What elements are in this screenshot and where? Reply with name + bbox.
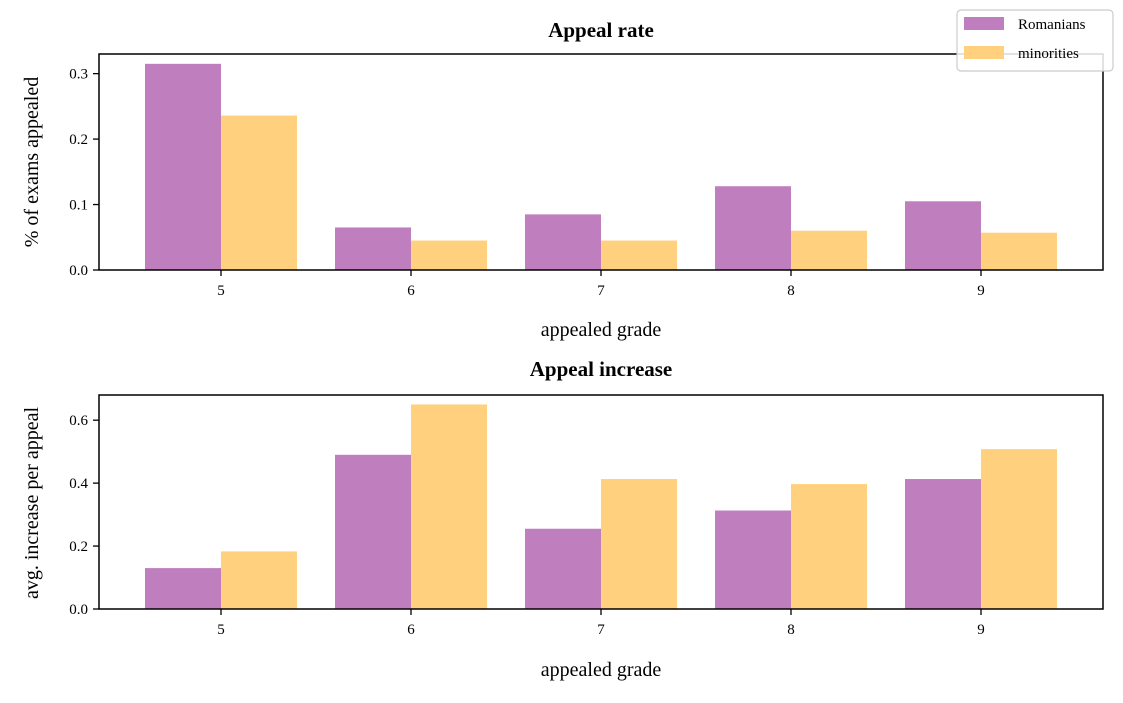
appeal-increase-plot: Appeal increase 0.0 0.2 0.4 0.6 5 6 7 8 9 appea… <box>21 357 1104 681</box>
bar-group <box>145 404 1057 609</box>
y-axis-label: avg. increase per appeal <box>21 407 43 600</box>
bar-minorities-6 <box>411 404 487 609</box>
y-ticks: 0.0 0.2 0.4 0.6 <box>69 413 99 618</box>
legend-swatch-romanians <box>964 17 1004 30</box>
y-tick-label: 0.2 <box>69 132 88 148</box>
x-ticks: 5 6 7 8 9 <box>217 609 985 638</box>
plot-title: Appeal increase <box>530 357 673 381</box>
appeal-rate-plot: Appeal rate 0.0 0.1 0.2 0.3 5 6 7 8 9 appealed … <box>21 18 1104 341</box>
bar-romanians-9 <box>905 201 981 270</box>
bar-romanians-8 <box>715 186 791 270</box>
x-tick-label: 8 <box>787 622 795 638</box>
x-tick-label: 7 <box>597 283 605 299</box>
x-tick-label: 8 <box>787 283 795 299</box>
bar-romanians-8 <box>715 510 791 609</box>
bar-minorities-5 <box>221 551 297 609</box>
bar-minorities-8 <box>791 230 867 270</box>
y-ticks: 0.0 0.1 0.2 0.3 <box>69 67 99 279</box>
bar-romanians-5 <box>145 63 221 271</box>
x-tick-label: 5 <box>217 622 225 638</box>
bar-group <box>145 63 1057 271</box>
x-tick-label: 6 <box>407 622 415 638</box>
axes-frame <box>98 53 1104 271</box>
axes-frame <box>98 394 1104 610</box>
x-tick-label: 9 <box>977 283 985 299</box>
y-tick-label: 0.6 <box>69 413 88 429</box>
bar-minorities-7 <box>601 240 677 270</box>
bar-minorities-6 <box>411 240 487 270</box>
x-tick-label: 7 <box>597 622 605 638</box>
x-tick-label: 6 <box>407 283 415 299</box>
y-tick-label: 0.3 <box>69 67 88 83</box>
x-tick-label: 9 <box>977 622 985 638</box>
bar-romanians-5 <box>145 568 221 609</box>
y-tick-label: 0.1 <box>69 198 88 214</box>
y-tick-label: 0.4 <box>69 476 88 492</box>
bar-minorities-9 <box>981 449 1057 609</box>
x-axis-label: appealed grade <box>541 319 662 341</box>
bar-romanians-6 <box>335 454 411 609</box>
plot-title: Appeal rate <box>548 18 654 42</box>
bar-romanians-7 <box>525 528 601 609</box>
legend-label-minorities: minorities <box>1018 46 1079 62</box>
legend: Romanians minorities <box>956 9 1114 72</box>
legend-label-romanians: Romanians <box>1018 17 1086 33</box>
y-tick-label: 0.0 <box>69 602 88 618</box>
bar-minorities-7 <box>601 479 677 609</box>
bar-romanians-9 <box>905 479 981 609</box>
x-tick-label: 5 <box>217 283 225 299</box>
x-ticks: 5 6 7 8 9 <box>217 270 985 299</box>
bar-minorities-5 <box>221 115 297 270</box>
x-axis-label: appealed grade <box>541 659 662 681</box>
y-axis-label: % of exams appealed <box>21 77 43 247</box>
bar-romanians-6 <box>335 227 411 270</box>
bar-romanians-7 <box>525 214 601 270</box>
bar-minorities-9 <box>981 232 1057 270</box>
y-tick-label: 0.0 <box>69 263 88 279</box>
bar-minorities-8 <box>791 484 867 609</box>
legend-swatch-minorities <box>964 46 1004 59</box>
y-tick-label: 0.2 <box>69 539 88 555</box>
